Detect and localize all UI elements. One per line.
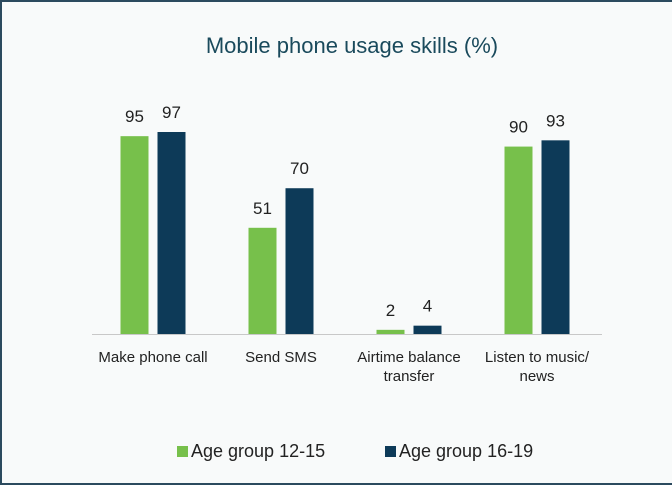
x-tick-label: Listen to music/ news: [484, 349, 590, 385]
value-label: 70: [290, 159, 309, 178]
bar: [120, 136, 149, 334]
value-label: 2: [386, 301, 395, 320]
x-tick-label: Airtime balance transfer: [357, 349, 461, 385]
legend-label: Age group 16-19: [399, 441, 533, 461]
bar: [504, 146, 533, 334]
value-label: 97: [162, 103, 181, 122]
legend-swatch: [385, 446, 396, 457]
chart-title: Mobile phone usage skills (%): [206, 33, 498, 58]
value-label: 90: [509, 118, 528, 137]
bar: [541, 140, 570, 334]
bar: [157, 132, 186, 334]
value-label: 95: [125, 107, 144, 126]
bar: [285, 188, 314, 334]
legend-swatch: [177, 446, 188, 457]
value-label: 93: [546, 111, 565, 130]
value-label: 51: [253, 199, 272, 218]
x-tick-label: Make phone call: [98, 349, 208, 366]
bar: [413, 325, 442, 334]
bar: [248, 227, 277, 334]
bar: [376, 329, 405, 334]
value-label: 4: [423, 297, 432, 316]
x-tick-label: Send SMS: [245, 349, 317, 366]
legend-label: Age group 12-15: [191, 441, 325, 461]
